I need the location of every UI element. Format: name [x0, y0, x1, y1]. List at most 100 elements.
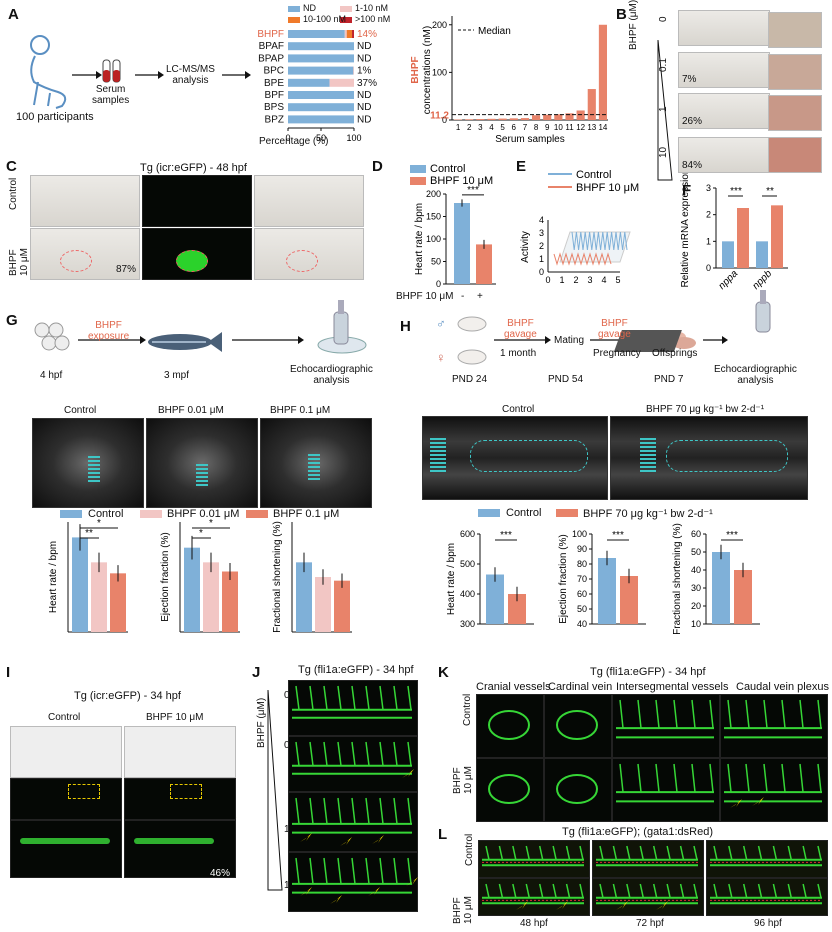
bar: [554, 114, 563, 120]
result-label: ND: [357, 114, 371, 125]
bar: [203, 562, 219, 632]
bar: [771, 205, 783, 268]
y-label-b: concentrations (nM): [422, 26, 433, 114]
y-tick-label: 30: [691, 583, 701, 593]
x-tick-label: 7: [523, 123, 528, 132]
h-month: 1 month: [500, 348, 537, 359]
dose-wedge: [657, 39, 673, 181]
bar: [576, 110, 585, 120]
i-title: Tg (icr:eGFP) - 34 hpf: [74, 690, 181, 702]
l-96-control: [706, 840, 828, 878]
y-tick-label: 200: [432, 20, 447, 30]
x-tick-label: 4: [601, 275, 606, 285]
k-title: Tg (fli1a:eGFP) - 34 hpf: [590, 666, 706, 678]
compound-label: BPF: [265, 90, 284, 101]
pct-1: 26%: [682, 116, 703, 127]
embryo-icon: [34, 322, 70, 351]
x-tick-label: 11: [565, 123, 574, 132]
y-tick-label: 0: [442, 115, 447, 125]
lcms-label: LC-MS/MS analysis: [166, 64, 215, 86]
panel-label-d: D: [372, 158, 383, 175]
arrow-head: [298, 336, 304, 344]
bar: [520, 118, 529, 120]
compound-label: BPAP: [258, 53, 284, 64]
j-title: Tg (fli1a:eGFP) - 34 hpf: [298, 664, 414, 676]
arrow-head: [245, 71, 251, 79]
h-gavage2: BHPF gavage: [598, 318, 631, 340]
h-pnd54: PND 54: [548, 374, 584, 385]
stack-segment: [288, 54, 354, 63]
h-echo-trace: [666, 440, 788, 472]
i-zoom-control: [10, 820, 122, 878]
h-offspring: Offsprings: [652, 348, 698, 359]
i-col-control: Control: [48, 712, 81, 723]
k-col-isv: Intersegmental vessels: [616, 681, 729, 693]
bar: [486, 574, 504, 624]
y-tick-label: 50: [577, 604, 587, 614]
female-symbol-icon: ♀: [436, 350, 446, 365]
stack-segment: [288, 115, 354, 124]
bar: [509, 118, 518, 120]
x-tick-label: 10: [554, 123, 563, 132]
k-cranial-control: [476, 694, 544, 758]
participants-label: 100 participants: [16, 111, 94, 123]
serum-label: Serum samples: [92, 84, 130, 106]
x-tick-label: 50: [316, 133, 326, 143]
h-echo-trace: [470, 440, 588, 472]
stacked-bar-chart: BHPF 14% BPAF ND BPAP ND BPC 1% BPE 37% BPF ND BPS ND…: [257, 29, 377, 143]
k-col-cranial: Cranial vessels: [476, 681, 551, 693]
h-pnd24: PND 24: [452, 374, 488, 385]
sig-label: ***: [500, 530, 512, 541]
y-tick-label: 1: [539, 254, 544, 264]
h-mating: Mating: [554, 335, 585, 346]
i-vessel-control: [20, 838, 110, 844]
k-isv-control: [612, 694, 720, 758]
stack-segment: [288, 103, 354, 112]
result-label: 1%: [357, 66, 372, 77]
i-vessel-bhpf: [134, 838, 214, 844]
y-tick-label: 40: [691, 565, 701, 575]
i-zoom-bhpf: [124, 820, 236, 878]
x-tick-label: 0: [545, 275, 550, 285]
bar: [487, 118, 496, 120]
x-tick-label: 3: [478, 123, 483, 132]
heart-zoom-01: [768, 54, 822, 90]
j-img-0: [288, 680, 418, 736]
bar: [543, 114, 552, 120]
g-img-control: Control: [64, 405, 97, 416]
y-label: Heart rate / bpm: [414, 203, 425, 275]
j-dose-1: 1: [284, 824, 290, 835]
y-tick-label: 100: [432, 67, 447, 77]
y-label: Activity: [520, 231, 531, 263]
x-tick-label: 1: [456, 123, 461, 132]
bar: [532, 115, 541, 120]
bar: [454, 203, 470, 284]
l-time-72: 72 hpf: [636, 918, 664, 929]
h-legend-control: Control: [506, 507, 542, 519]
y-tick-label: 60: [577, 589, 587, 599]
bar: [587, 89, 596, 120]
y-label: Fractional shortening (%): [272, 521, 283, 633]
j-img-10: [288, 852, 418, 912]
result-label: ND: [357, 53, 371, 64]
y-label: Ejection fraction (%): [558, 534, 569, 623]
l-96-bhpf: [706, 878, 828, 916]
i-pct: 46%: [210, 868, 231, 879]
x-label: Serum samples: [495, 134, 564, 145]
g-echo-marker: [308, 452, 320, 480]
i-roi: [170, 784, 202, 799]
h-gavage1: BHPF gavage: [504, 318, 537, 340]
j-img-1: [288, 792, 418, 852]
y-tick-label: 100: [426, 234, 441, 244]
k-cvp-bhpf: [720, 758, 828, 822]
g-legend-control: Control: [88, 508, 124, 520]
l-row-control: Control: [464, 833, 475, 866]
k-cardinal-bhpf: [544, 758, 612, 822]
d-xrow-plus: +: [477, 291, 483, 302]
x-tick-label: 12: [576, 123, 585, 132]
j-img-01: [288, 736, 418, 792]
y-tick-label: 10: [691, 619, 701, 629]
dose-wedge: [267, 689, 283, 891]
